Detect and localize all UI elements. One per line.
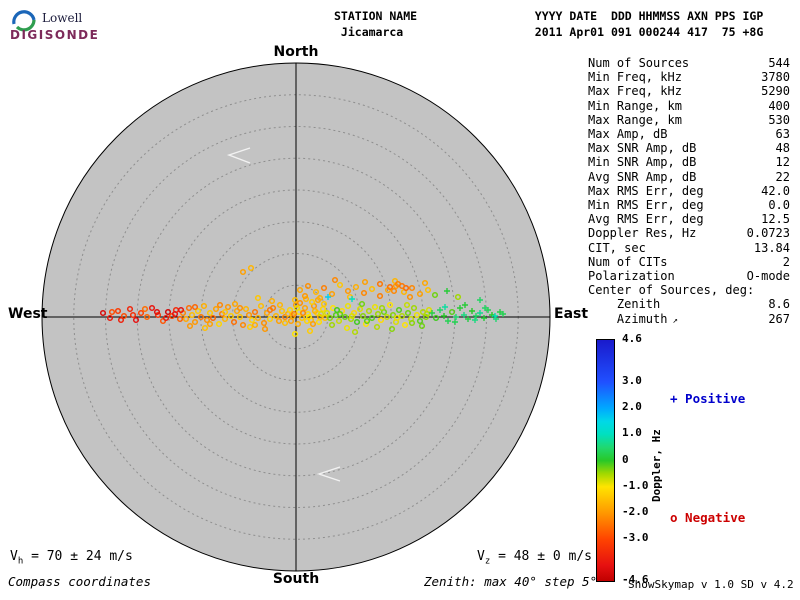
horizontal-velocity-label: Vh = 70 ± 24 m/s (10, 549, 133, 567)
stat-label: Doppler Res, Hz (588, 226, 697, 241)
stats-row: Polarization O-mode (588, 269, 790, 283)
stat-label: Max Amp, dB (588, 127, 668, 142)
stat-value: 2 (782, 254, 790, 269)
colorbar-tick-label: 1.0 (622, 426, 642, 440)
stat-value: 0.0 (768, 198, 790, 213)
stat-value: 0.0723 (746, 226, 790, 241)
source-points-layer (99, 264, 506, 338)
stat-value: 5290 (761, 84, 790, 99)
compass-label-north: North (273, 44, 319, 60)
stat-label: CIT, sec (588, 240, 646, 255)
vh-subscript: h (17, 556, 24, 567)
stat-value: 48 (775, 141, 790, 156)
colorbar-tick-label: -3.0 (622, 531, 649, 545)
stat-label: Num of CITs (588, 254, 668, 269)
stat-value: 12 (775, 155, 790, 170)
vz-subscript: z (484, 556, 491, 567)
stats-row: Max Amp, dB 63 (588, 127, 790, 141)
digisonde-swoosh-icon (12, 10, 36, 32)
header-column-titles: STATION NAME YYYY DATE DDD HHMMSS AXN PP… (334, 9, 764, 23)
colorbar-tick-label: -1.0 (622, 478, 649, 492)
vh-value: = 70 ± 24 m/s (23, 549, 133, 564)
zenith-range-note: Zenith: max 40° step 5° (424, 574, 598, 589)
colorbar-gradient (596, 339, 615, 582)
stats-row: Max SNR Amp, dB 48 (588, 141, 790, 155)
stat-value: 42.0 (761, 183, 790, 198)
stat-value: 13.84 (753, 240, 790, 255)
stats-panel: Num of Sources 544 Min Freq, kHz 3780 Max Fr… (588, 56, 790, 326)
stat-label: Avg RMS Err, deg (588, 212, 704, 227)
coordinate-system-note: Compass coordinates (8, 574, 151, 589)
vz-symbol: V (477, 549, 485, 564)
stat-label: Max SNR Amp, dB (588, 141, 697, 156)
stat-label: Max Freq, kHz (588, 84, 682, 99)
stat-value: 3780 (761, 70, 790, 85)
stats-row: Min Freq, kHz 3780 (588, 70, 790, 84)
stat-value: 12.5 (761, 212, 790, 227)
colorbar-tick-label: 4.6 (622, 332, 642, 345)
vertical-velocity-label: Vz = 48 ± 0 m/s (477, 549, 592, 567)
doppler-colorbar: 4.6 3.0 2.0 1.0 0 -1.0 -2.0 -3.0 -4.6 (596, 332, 649, 586)
stats-row: Doppler Res, Hz 0.0723 (588, 226, 790, 240)
logo-digisonde-text: DIGISONDE (10, 28, 100, 42)
stats-row: Max Range, km 530 (588, 113, 790, 127)
stat-label: Polarization (588, 269, 675, 284)
header-station-values: Jicamarca 2011 Apr01 091 000244 417 75 +… (334, 25, 764, 39)
stat-label: Min Freq, kHz (588, 70, 682, 85)
wind-arrow-icon (316, 466, 341, 482)
stats-row: CIT, sec 13.84 (588, 241, 790, 255)
stat-value: 267 (768, 311, 790, 326)
stats-row: Avg RMS Err, deg 12.5 (588, 212, 790, 226)
wind-arrow-icon (226, 147, 251, 164)
stats-row: Avg SNR Amp, dB 22 (588, 170, 790, 184)
stat-label: Max RMS Err, deg (588, 183, 704, 198)
logo-lowell-text: Lowell (42, 11, 83, 25)
stat-label: Num of Sources (588, 56, 690, 70)
compass-label-south: South (272, 571, 320, 587)
lowell-digisonde-logo: Lowell DIGISONDE (8, 5, 128, 45)
stat-value: 530 (768, 112, 790, 127)
compass-label-east: East (554, 306, 589, 322)
stats-row: Num of Sources 544 (588, 56, 790, 70)
stats-row: Num of CITs 2 (588, 255, 790, 269)
software-version-label: ShowSkymap v 1.0 SD v 4.2 (628, 578, 794, 591)
stats-row: Zenith 8.6 (588, 297, 790, 311)
stat-value: O-mode (746, 269, 790, 284)
compass-label-west: West (8, 306, 48, 322)
stat-value: 63 (775, 127, 790, 142)
stat-label: Min Range, km (588, 98, 682, 113)
stat-label: Max Range, km (588, 112, 682, 127)
stats-row: Azimuth ↗ 267 (588, 312, 790, 326)
colorbar-tick-label: -4.6 (622, 573, 649, 586)
colorbar-axis-label: Doppler, Hz (650, 429, 663, 502)
stat-label: Zenith (588, 297, 661, 312)
stat-label: Min RMS Err, deg (588, 198, 704, 213)
stats-row: Center of Sources, deg: (588, 283, 790, 297)
vh-symbol: V (10, 549, 18, 564)
stat-value: 22 (775, 169, 790, 184)
stat-label: Min SNR Amp, dB (588, 155, 697, 170)
stats-row: Min RMS Err, deg 0.0 (588, 198, 790, 212)
legend-positive: + Positive (670, 391, 746, 406)
stat-value: 400 (768, 98, 790, 113)
stat-value: 8.6 (768, 297, 790, 312)
stat-value: 544 (768, 56, 790, 70)
azimuth-arrow-icon: ↗ (672, 315, 678, 326)
colorbar-tick-label: 3.0 (622, 373, 642, 387)
vz-value: = 48 ± 0 m/s (490, 549, 592, 564)
stat-label: Center of Sources, deg: (588, 283, 755, 298)
stats-row: Max RMS Err, deg 42.0 (588, 184, 790, 198)
legend-negative: o Negative (670, 510, 746, 525)
stat-label: Azimuth (588, 311, 668, 326)
stats-row: Min Range, km 400 (588, 99, 790, 113)
stats-row: Min SNR Amp, dB 12 (588, 155, 790, 169)
stat-label: Avg SNR Amp, dB (588, 169, 697, 184)
colorbar-tick-label: 2.0 (622, 400, 642, 414)
colorbar-tick-label: 0 (622, 452, 629, 466)
stats-row: Max Freq, kHz 5290 (588, 84, 790, 98)
colorbar-tick-label: -2.0 (622, 504, 649, 518)
